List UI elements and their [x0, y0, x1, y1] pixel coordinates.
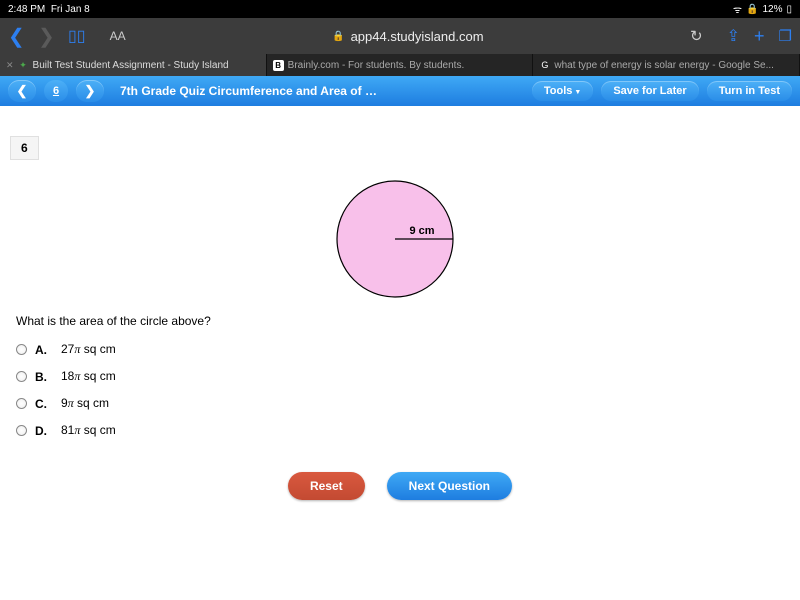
question-number-pill[interactable]: 6 — [44, 80, 68, 102]
radio-icon[interactable] — [16, 425, 27, 436]
favicon-icon: ✦ — [18, 60, 29, 71]
browser-tabs: ✕ ✦ Built Test Student Assignment - Stud… — [0, 54, 800, 76]
tabs-overview-icon[interactable]: ❐ — [779, 27, 792, 45]
chevron-down-icon: ▼ — [574, 89, 581, 96]
address-bar[interactable]: 🔒 app44.studyisland.com — [140, 29, 676, 44]
wifi-icon: ᯤ — [733, 2, 742, 16]
answer-option[interactable]: C. 9π sq cm — [16, 396, 784, 411]
option-value: 81π sq cm — [61, 423, 116, 438]
ipad-status-bar: 2:48 PM Fri Jan 8 ᯤ 🔒 12% ▯ — [0, 0, 800, 18]
lock-icon: 🔒 — [332, 31, 344, 42]
turn-in-test-button[interactable]: Turn in Test — [707, 81, 792, 101]
radius-label: 9 cm — [409, 225, 434, 237]
quiz-nav-bar: ❮ 6 ❯ 7th Grade Quiz Circumference and A… — [0, 76, 800, 106]
question-number-row: 6 — [0, 136, 800, 160]
option-value: 27π sq cm — [61, 342, 116, 357]
battery-pct: 12% — [762, 4, 782, 15]
question-text: What is the area of the circle above? — [16, 314, 784, 328]
spacer — [0, 106, 800, 136]
browser-tab[interactable]: G what type of energy is solar energy - … — [533, 54, 800, 76]
status-time: 2:48 PM — [8, 4, 45, 15]
next-question-button[interactable]: ❯ — [76, 80, 104, 102]
option-letter: B. — [35, 370, 53, 384]
back-button[interactable]: ❮ — [8, 24, 24, 49]
battery-icon: ▯ — [786, 4, 792, 15]
radio-icon[interactable] — [16, 398, 27, 409]
close-icon[interactable]: ✕ — [6, 60, 14, 71]
reload-icon[interactable]: ↻ — [690, 27, 703, 45]
circle-diagram: 9 cm — [330, 178, 470, 300]
url-text: app44.studyisland.com — [351, 29, 484, 44]
text-size-button[interactable]: AA — [110, 29, 126, 43]
option-value: 18π sq cm — [61, 369, 116, 384]
tab-label: Brainly.com - For students. By students. — [288, 60, 465, 71]
radio-icon[interactable] — [16, 344, 27, 355]
option-letter: C. — [35, 397, 53, 411]
status-left: 2:48 PM Fri Jan 8 — [8, 4, 90, 15]
status-right: ᯤ 🔒 12% ▯ — [733, 2, 792, 16]
browser-tab[interactable]: B Brainly.com - For students. By student… — [267, 54, 534, 76]
prev-question-button[interactable]: ❮ — [8, 80, 36, 102]
action-buttons: Reset Next Question — [0, 472, 800, 500]
browser-tab[interactable]: ✕ ✦ Built Test Student Assignment - Stud… — [0, 54, 267, 76]
answer-options: A. 27π sq cm B. 18π sq cm C. 9π sq cm D.… — [16, 342, 784, 438]
tab-label: Built Test Student Assignment - Study Is… — [33, 60, 229, 71]
tools-button[interactable]: Tools▼ — [532, 81, 593, 101]
answer-option[interactable]: B. 18π sq cm — [16, 369, 784, 384]
next-question-button[interactable]: Next Question — [387, 472, 512, 500]
quiz-title: 7th Grade Quiz Circumference and Area of… — [120, 84, 524, 98]
option-letter: D. — [35, 424, 53, 438]
new-tab-button[interactable]: + — [754, 26, 765, 47]
radio-icon[interactable] — [16, 371, 27, 382]
orientation-lock-icon: 🔒 — [746, 4, 758, 15]
question-body: What is the area of the circle above? A.… — [0, 314, 800, 438]
option-letter: A. — [35, 343, 53, 357]
save-for-later-button[interactable]: Save for Later — [601, 81, 698, 101]
forward-button[interactable]: ❯ — [38, 24, 54, 49]
share-icon[interactable]: ⇪ — [727, 26, 740, 46]
bookmarks-icon[interactable]: ▯▯ — [68, 26, 86, 46]
safari-toolbar: ❮ ❯ ▯▯ AA 🔒 app44.studyisland.com ↻ ⇪ + … — [0, 18, 800, 54]
question-figure: 9 cm — [0, 160, 800, 314]
favicon-icon: G — [539, 60, 550, 71]
answer-option[interactable]: A. 27π sq cm — [16, 342, 784, 357]
question-number-badge: 6 — [10, 136, 39, 160]
option-value: 9π sq cm — [61, 396, 109, 411]
reset-button[interactable]: Reset — [288, 472, 365, 500]
status-date: Fri Jan 8 — [51, 4, 90, 15]
answer-option[interactable]: D. 81π sq cm — [16, 423, 784, 438]
favicon-icon: B — [273, 60, 284, 71]
tab-label: what type of energy is solar energy - Go… — [554, 60, 774, 71]
